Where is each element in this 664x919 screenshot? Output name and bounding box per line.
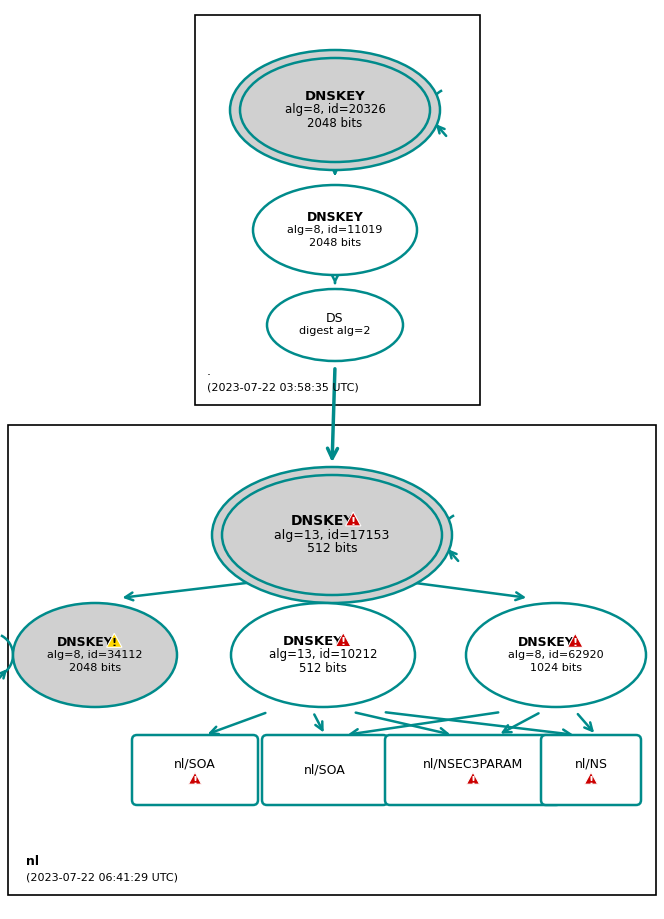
Text: 2048 bits: 2048 bits — [307, 117, 363, 130]
FancyBboxPatch shape — [132, 735, 258, 805]
Text: !: ! — [351, 516, 356, 527]
Text: alg=8, id=11019: alg=8, id=11019 — [288, 225, 382, 235]
Polygon shape — [189, 772, 202, 784]
Text: alg=13, id=10212: alg=13, id=10212 — [269, 649, 377, 662]
Text: 1024 bits: 1024 bits — [530, 663, 582, 673]
Text: (2023-07-22 03:58:35 UTC): (2023-07-22 03:58:35 UTC) — [207, 383, 359, 393]
Ellipse shape — [222, 475, 442, 595]
Polygon shape — [107, 633, 122, 647]
Text: nl/SOA: nl/SOA — [174, 757, 216, 770]
Text: !: ! — [573, 638, 578, 648]
Polygon shape — [345, 512, 361, 526]
Text: (2023-07-22 06:41:29 UTC): (2023-07-22 06:41:29 UTC) — [26, 873, 178, 883]
Polygon shape — [584, 772, 598, 784]
Text: alg=8, id=62920: alg=8, id=62920 — [508, 650, 604, 660]
Text: DNSKEY: DNSKEY — [290, 514, 354, 528]
Text: alg=8, id=34112: alg=8, id=34112 — [47, 650, 143, 660]
Text: alg=13, id=17153: alg=13, id=17153 — [274, 528, 390, 541]
Text: alg=8, id=20326: alg=8, id=20326 — [285, 104, 385, 117]
Text: 2048 bits: 2048 bits — [69, 663, 121, 673]
Ellipse shape — [13, 603, 177, 707]
Text: DNSKEY: DNSKEY — [305, 90, 365, 103]
FancyBboxPatch shape — [8, 425, 656, 895]
FancyBboxPatch shape — [262, 735, 388, 805]
Text: !: ! — [341, 638, 346, 647]
Text: !: ! — [112, 638, 117, 648]
Polygon shape — [568, 633, 583, 647]
FancyBboxPatch shape — [541, 735, 641, 805]
Text: DNSKEY: DNSKEY — [56, 636, 114, 649]
Text: nl/NS: nl/NS — [574, 757, 608, 770]
Text: DNSKEY: DNSKEY — [283, 635, 343, 648]
Text: 512 bits: 512 bits — [307, 542, 357, 555]
Text: nl: nl — [26, 855, 39, 868]
FancyBboxPatch shape — [195, 15, 480, 405]
Text: DNSKEY: DNSKEY — [518, 636, 574, 649]
FancyBboxPatch shape — [385, 735, 561, 805]
Text: DS: DS — [326, 312, 344, 325]
Ellipse shape — [253, 185, 417, 275]
Text: 512 bits: 512 bits — [299, 662, 347, 675]
Text: nl/SOA: nl/SOA — [304, 764, 346, 777]
Ellipse shape — [267, 289, 403, 361]
Polygon shape — [335, 632, 351, 647]
Text: .: . — [207, 365, 211, 378]
Text: digest alg=2: digest alg=2 — [299, 326, 371, 336]
Ellipse shape — [212, 467, 452, 603]
Text: !: ! — [588, 776, 594, 786]
Ellipse shape — [230, 50, 440, 170]
Text: !: ! — [193, 776, 198, 786]
Ellipse shape — [466, 603, 646, 707]
Ellipse shape — [240, 58, 430, 162]
Polygon shape — [466, 772, 479, 784]
Text: 2048 bits: 2048 bits — [309, 238, 361, 247]
Text: nl/NSEC3PARAM: nl/NSEC3PARAM — [423, 757, 523, 770]
Ellipse shape — [231, 603, 415, 707]
Text: !: ! — [470, 776, 475, 786]
Text: DNSKEY: DNSKEY — [307, 210, 363, 224]
